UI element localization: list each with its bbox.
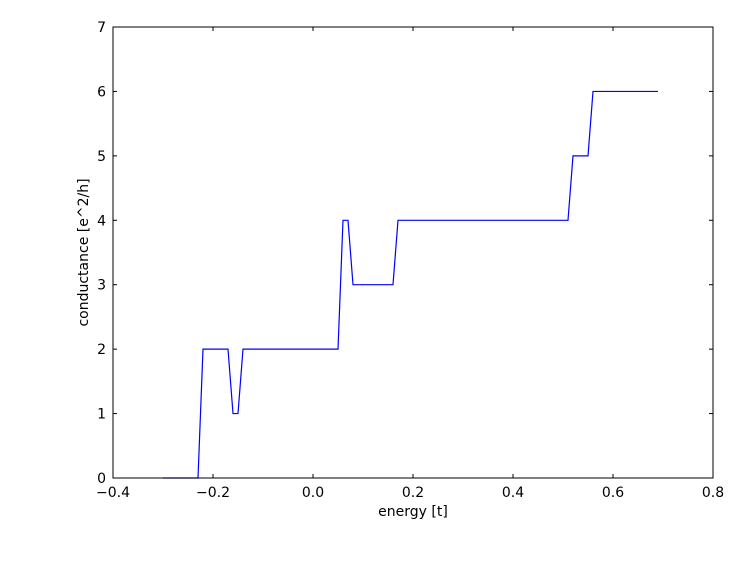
y-tick-label: 7 xyxy=(97,20,106,36)
y-tick-label: 4 xyxy=(97,213,106,229)
y-tick-label: 5 xyxy=(97,149,106,165)
x-tick-label: 0.6 xyxy=(602,485,624,501)
x-tick-label: −0.4 xyxy=(96,485,130,501)
plot-area xyxy=(113,27,713,478)
plot-frame xyxy=(112,26,714,479)
y-tick-label: 0 xyxy=(97,471,106,487)
x-tick-label: 0.2 xyxy=(402,485,424,501)
x-tick-label: 0.4 xyxy=(502,485,524,501)
x-tick-label: 0.8 xyxy=(702,485,724,501)
ticks-layer: −0.4 −0.2 0.0 0.2 0.4 0.6 0.8 0 1 2 3 4 5 6 7 xyxy=(96,20,724,501)
x-axis-label: energy [t] xyxy=(378,504,448,520)
y-tick-label: 3 xyxy=(97,278,106,294)
series-layer xyxy=(163,90,658,479)
y-tick-label: 6 xyxy=(97,84,106,100)
y-tick-label: 2 xyxy=(97,342,106,358)
y-tick-label: 1 xyxy=(97,407,106,423)
x-tick-label: 0.0 xyxy=(302,485,324,501)
x-tick-label: −0.2 xyxy=(196,485,230,501)
y-axis-label: conductance [e^2/h] xyxy=(76,178,92,326)
conductance-series-line xyxy=(163,90,658,479)
